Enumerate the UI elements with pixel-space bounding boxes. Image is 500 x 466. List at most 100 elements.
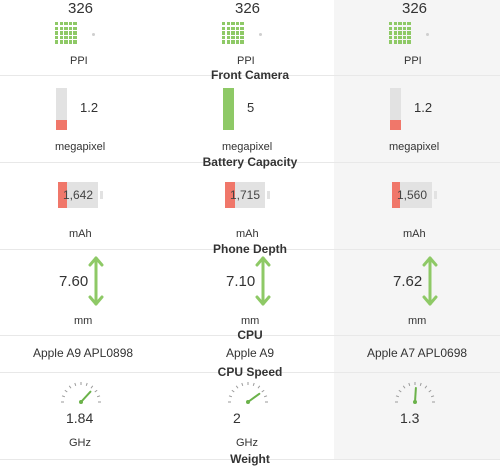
pixel-grid-cell (402, 35, 407, 40)
pixel-grid-cell (407, 22, 411, 26)
pixel-grid-cell (64, 31, 68, 35)
cpu-value: Apple A9 (225, 346, 275, 360)
speedometer-tick (431, 395, 435, 398)
pixel-grid-cell (68, 35, 73, 40)
camera-level-bar (223, 88, 234, 130)
speedometer-tick (419, 382, 422, 386)
ppi-value: 326 (402, 0, 428, 17)
battery-gauge: 1,642 (58, 182, 98, 208)
pixel-grid-icon (389, 22, 411, 44)
pixel-grid-cell (73, 26, 77, 30)
pixel-grid-cell (235, 26, 240, 30)
depth-value: 7.62 (393, 273, 423, 290)
pixel-grid-cell (398, 35, 402, 40)
pixel-grid-icon (222, 22, 244, 44)
battery-level-fill (392, 182, 400, 208)
ppi-unit: PPI (70, 55, 88, 67)
battery-level-fill (58, 182, 68, 208)
double-arrow-icon (88, 256, 104, 306)
pixel-grid-cell (222, 22, 226, 26)
battery-value: 1,642 (63, 188, 94, 202)
pixel-grid-cell (226, 22, 230, 26)
camera-value: 5 (247, 100, 255, 115)
pixel-grid-cell (55, 26, 59, 30)
speedometer-tick (94, 389, 98, 393)
pixel-grid-cell (55, 40, 59, 44)
camera-unit: megapixel (55, 141, 106, 153)
pixel-grid-cell (73, 22, 77, 26)
ppi-unit: PPI (404, 55, 422, 67)
speedometer-tick (241, 382, 244, 386)
speedometer-tick (64, 389, 68, 393)
section-divider (0, 372, 500, 373)
speedometer-tick (424, 385, 428, 389)
pixel-grid-cell (73, 40, 77, 44)
speedometer-tick (235, 385, 239, 389)
battery-gauge: 1,715 (225, 182, 265, 208)
speedometer-tick (97, 395, 101, 398)
camera-level-bar (56, 88, 67, 130)
pixel-grid-cell (59, 31, 63, 35)
pixel-grid-cell (222, 31, 226, 35)
speedometer-tick (68, 385, 72, 389)
pixel-grid-cell (407, 35, 411, 40)
section-title-battery-capacity: Battery Capacity (202, 155, 298, 169)
camera-value: 1.2 (414, 100, 433, 115)
pixel-grid-cell (402, 40, 407, 44)
pixel-grid-cell (68, 40, 73, 44)
cpu-value: Apple A7 APL0698 (366, 346, 468, 360)
pixel-grid-cell (389, 31, 393, 35)
pixel-grid-cell (231, 31, 235, 35)
camera-level-fill (223, 88, 234, 130)
speedometer-tick (395, 395, 399, 398)
depth-unit: mm (74, 315, 93, 327)
pixel-grid-cell (389, 35, 393, 40)
pixel-grid-cell (64, 40, 68, 44)
camera-level-fill (56, 119, 67, 130)
pixel-grid-cell (389, 26, 393, 30)
battery-level-fill (225, 182, 235, 208)
pixel-grid-cell (398, 40, 402, 44)
pixel-grid-cell (226, 26, 230, 30)
speed-unit: GHz (69, 437, 91, 449)
pixel-grid-cell (226, 35, 230, 40)
ppi-unit: PPI (237, 55, 255, 67)
section-title-phone-depth: Phone Depth (213, 242, 287, 256)
pixel-grid-cell (393, 26, 397, 30)
pixel-grid-cell (240, 40, 244, 44)
pixel-grid-cell (68, 22, 73, 26)
pixel-grid-cell (407, 31, 411, 35)
pixel-grid-cell (393, 40, 397, 44)
pixel-grid-cell (235, 31, 240, 35)
pixel-grid-cell (393, 22, 397, 26)
pixel-grid-cell (59, 22, 63, 26)
pixel-grid-cell (240, 31, 244, 35)
depth-unit: mm (241, 315, 260, 327)
battery-gauge: 1,560 (392, 182, 432, 208)
speed-value: 2 (233, 410, 241, 426)
pixel-grid-marker (426, 33, 429, 36)
speedometer-tick (74, 382, 77, 386)
speed-value: 1.84 (66, 410, 94, 426)
speedometer-icon (228, 382, 268, 404)
pixel-grid-cell (402, 22, 407, 26)
camera-unit: megapixel (222, 141, 273, 153)
speedometer-tick (252, 382, 255, 386)
section-divider (0, 75, 500, 76)
pixel-grid-cell (393, 35, 397, 40)
speedometer-icon (61, 382, 101, 404)
phone-column: 326 PPI 1.2 megapixel 1,642 mAh 7.60 mm … (0, 0, 166, 460)
pixel-grid-cell (240, 22, 244, 26)
pixel-grid-cell (222, 40, 226, 44)
section-title-front-camera: Front Camera (210, 68, 290, 82)
camera-level-fill (390, 119, 401, 130)
pixel-grid-cell (64, 26, 68, 30)
pixel-grid-cell (55, 31, 59, 35)
battery-value: 1,560 (397, 188, 428, 202)
camera-unit: megapixel (389, 141, 440, 153)
speedometer-tick (231, 389, 235, 393)
ppi-value: 326 (68, 0, 94, 17)
pixel-grid-marker (259, 33, 262, 36)
pixel-grid-cell (231, 22, 235, 26)
pixel-grid-cell (226, 40, 230, 44)
